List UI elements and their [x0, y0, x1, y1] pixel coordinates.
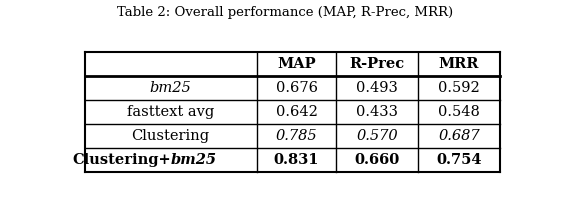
Text: 0.493: 0.493 — [356, 81, 398, 95]
Text: 0.592: 0.592 — [438, 81, 480, 95]
Text: MAP: MAP — [277, 57, 316, 71]
Text: R-Prec: R-Prec — [349, 57, 405, 71]
Text: fasttext avg: fasttext avg — [127, 105, 214, 119]
Text: Clustering+: Clustering+ — [72, 153, 170, 167]
Text: 0.642: 0.642 — [276, 105, 317, 119]
Text: 0.433: 0.433 — [356, 105, 398, 119]
Text: 0.660: 0.660 — [355, 153, 400, 167]
Text: 0.754: 0.754 — [436, 153, 482, 167]
Text: 0.687: 0.687 — [438, 129, 480, 143]
Text: 0.548: 0.548 — [438, 105, 480, 119]
Text: 0.676: 0.676 — [275, 81, 317, 95]
Text: 0.785: 0.785 — [276, 129, 317, 143]
Text: 0.570: 0.570 — [356, 129, 398, 143]
Text: MRR: MRR — [439, 57, 479, 71]
Text: Clustering: Clustering — [132, 129, 210, 143]
Text: Table 2: Overall performance (MAP, R-Prec, MRR): Table 2: Overall performance (MAP, R-Pre… — [117, 6, 453, 19]
Text: 0.831: 0.831 — [274, 153, 319, 167]
Text: bm25: bm25 — [170, 153, 217, 167]
Text: bm25: bm25 — [150, 81, 192, 95]
